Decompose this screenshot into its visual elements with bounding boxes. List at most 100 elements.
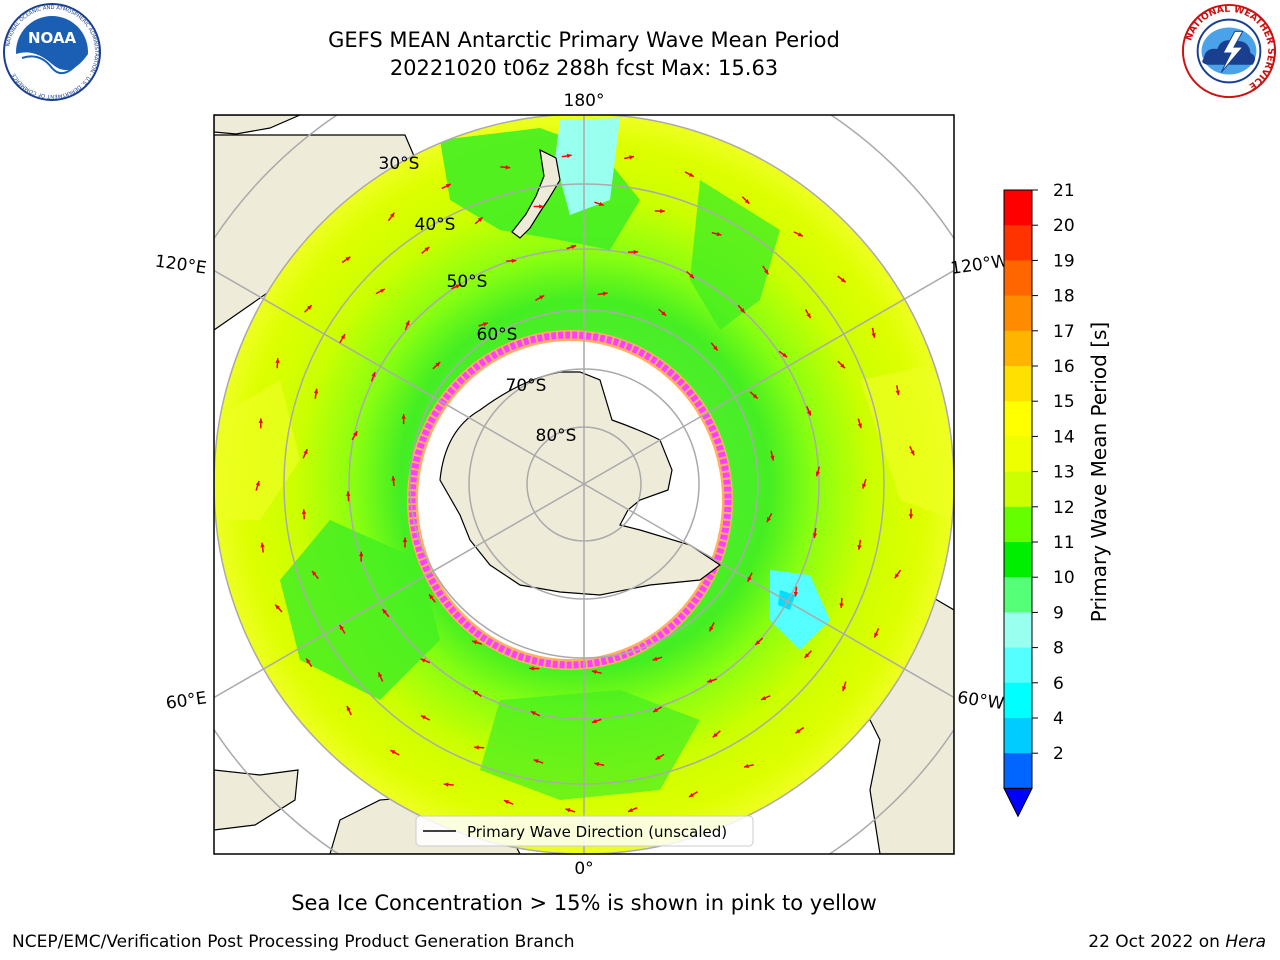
colorbar-tick-label: 15 xyxy=(1053,392,1075,412)
lat-label-70s: 70°S xyxy=(506,376,547,396)
wave-arrow-head xyxy=(473,690,479,695)
wave-arrow-head xyxy=(539,295,545,300)
wave-arrow-head xyxy=(661,311,667,316)
wave-arrow-head xyxy=(345,256,351,262)
wave-arrow-head xyxy=(503,800,509,805)
nws-logo: NATIONAL WEATHER SERVICE xyxy=(1181,4,1276,99)
wave-arrow-head xyxy=(793,591,799,597)
wave-arrow-head xyxy=(382,609,387,614)
wave-arrow-head xyxy=(755,640,761,645)
sea-ice-note: Sea Ice Concentration > 15% is shown in … xyxy=(291,891,877,915)
map-subtitle: 20221020 t06z 288h fcst Max: 15.63 xyxy=(389,56,779,80)
footer-date-text: 22 Oct 2022 on xyxy=(1088,932,1220,952)
colorbar-segment xyxy=(1004,542,1032,578)
wave-arrow-head xyxy=(402,537,408,543)
wave-arrow-head xyxy=(895,390,900,396)
wave-arrow-head xyxy=(566,153,572,159)
footer-credit: NCEP/EMC/Verification Post Processing Pr… xyxy=(12,932,575,952)
colorbar-tick-label: 16 xyxy=(1053,357,1075,377)
wave-arrow-head xyxy=(806,410,811,416)
wave-arrow-head xyxy=(743,763,749,769)
wave-arrow-head xyxy=(908,514,914,519)
noaa-logo-text: NOAA xyxy=(28,29,77,47)
colorbar-segment xyxy=(1004,612,1032,649)
wave-arrow-head xyxy=(839,603,844,608)
wave-arrow-head xyxy=(340,334,345,340)
wave-arrow-head xyxy=(306,305,312,310)
wave-arrow-head xyxy=(857,544,862,550)
colorbar-segment xyxy=(1004,190,1032,226)
colorbar-tick-label: 21 xyxy=(1053,181,1075,201)
wave-arrow-head xyxy=(871,332,876,338)
wave-arrow-head xyxy=(689,273,694,279)
wave-arrow-head xyxy=(815,471,820,477)
wave-arrow-head xyxy=(306,658,311,664)
wave-arrow-head xyxy=(511,258,517,264)
land-australia-top xyxy=(214,115,301,135)
wave-arrow-head xyxy=(840,363,845,369)
wave-arrow-head xyxy=(766,517,771,523)
wave-arrow-head xyxy=(782,352,788,358)
wave-arrow-head xyxy=(660,208,665,214)
wave-arrow-head xyxy=(346,491,351,497)
colorbar-segment xyxy=(1004,471,1032,508)
wave-arrow-head xyxy=(371,371,376,377)
lon-label-120e: 120°E xyxy=(154,252,208,279)
wave-arrow-head xyxy=(530,711,536,716)
wave-arrow-head xyxy=(712,732,718,738)
colorbar-tick-label: 10 xyxy=(1053,568,1075,588)
footer-date: 22 Oct 2022 on Hera xyxy=(1088,932,1266,952)
wave-arrow-head xyxy=(910,450,915,456)
land-antarctica xyxy=(439,371,722,596)
colorbar-tick-label: 19 xyxy=(1053,251,1075,271)
land-africa xyxy=(214,769,299,831)
wave-arrow-head xyxy=(797,232,803,237)
wave-arrow-head xyxy=(405,320,410,326)
wave-arrow-head xyxy=(445,184,451,189)
wave-arrow-head xyxy=(275,358,280,363)
wave-arrow-head xyxy=(529,666,534,671)
lon-label-60w: 60°W xyxy=(956,688,1005,714)
wave-arrow-head xyxy=(747,576,752,582)
wave-arrow-head xyxy=(303,449,308,455)
wave-arrow-head xyxy=(770,455,775,461)
colorbar-segment xyxy=(1004,401,1032,437)
wave-arrow-head xyxy=(539,204,544,209)
footer-host: Hera xyxy=(1225,932,1266,952)
wave-arrow-head xyxy=(339,624,344,630)
wave-arrow-head xyxy=(795,728,801,734)
colorbar-tick-label: 11 xyxy=(1053,533,1075,553)
wave-arrow-head xyxy=(346,705,351,711)
wave-arrow-head xyxy=(477,217,483,222)
lat-label-60s: 60°S xyxy=(477,325,518,345)
colorbar-tick-label: 14 xyxy=(1053,427,1075,447)
map-title: GEFS MEAN Antarctic Primary Wave Mean Pe… xyxy=(328,28,840,52)
wave-arrow-head xyxy=(655,755,661,760)
wave-arrow-head xyxy=(472,640,478,645)
colorbar-tick-label: 8 xyxy=(1053,639,1064,659)
colorbar-segment xyxy=(1004,225,1032,261)
wave-arrow-head xyxy=(594,762,600,767)
graticule xyxy=(214,115,954,854)
wave-direction-arrows xyxy=(255,153,915,813)
noaa-logo: NOAA NATIONAL OCEANIC AND ATMOSPHERIC AD… xyxy=(3,3,101,101)
colorbar-segment xyxy=(1004,682,1032,719)
colorbar-segment xyxy=(1004,506,1032,543)
colorbar-segment xyxy=(1004,295,1032,332)
wave-arrow-head xyxy=(420,658,426,663)
lon-label-0: 0° xyxy=(574,859,593,879)
wave-arrow-head xyxy=(301,509,307,514)
colorbar-segment xyxy=(1004,718,1032,754)
lon-label-180: 180° xyxy=(564,91,605,111)
colorbar-tick-label: 12 xyxy=(1053,498,1075,518)
wave-arrow-head xyxy=(894,573,900,579)
wave-arrow-head xyxy=(390,750,396,755)
lat-label-50s: 50°S xyxy=(447,272,488,292)
colorbar-tick-label: 20 xyxy=(1053,216,1075,236)
wave-arrow-head xyxy=(806,313,811,319)
wave-arrow-head xyxy=(591,719,597,724)
colorbar-tick-label: 13 xyxy=(1053,463,1075,483)
wave-arrow-head xyxy=(435,362,441,367)
wave-arrow-head xyxy=(505,165,511,170)
